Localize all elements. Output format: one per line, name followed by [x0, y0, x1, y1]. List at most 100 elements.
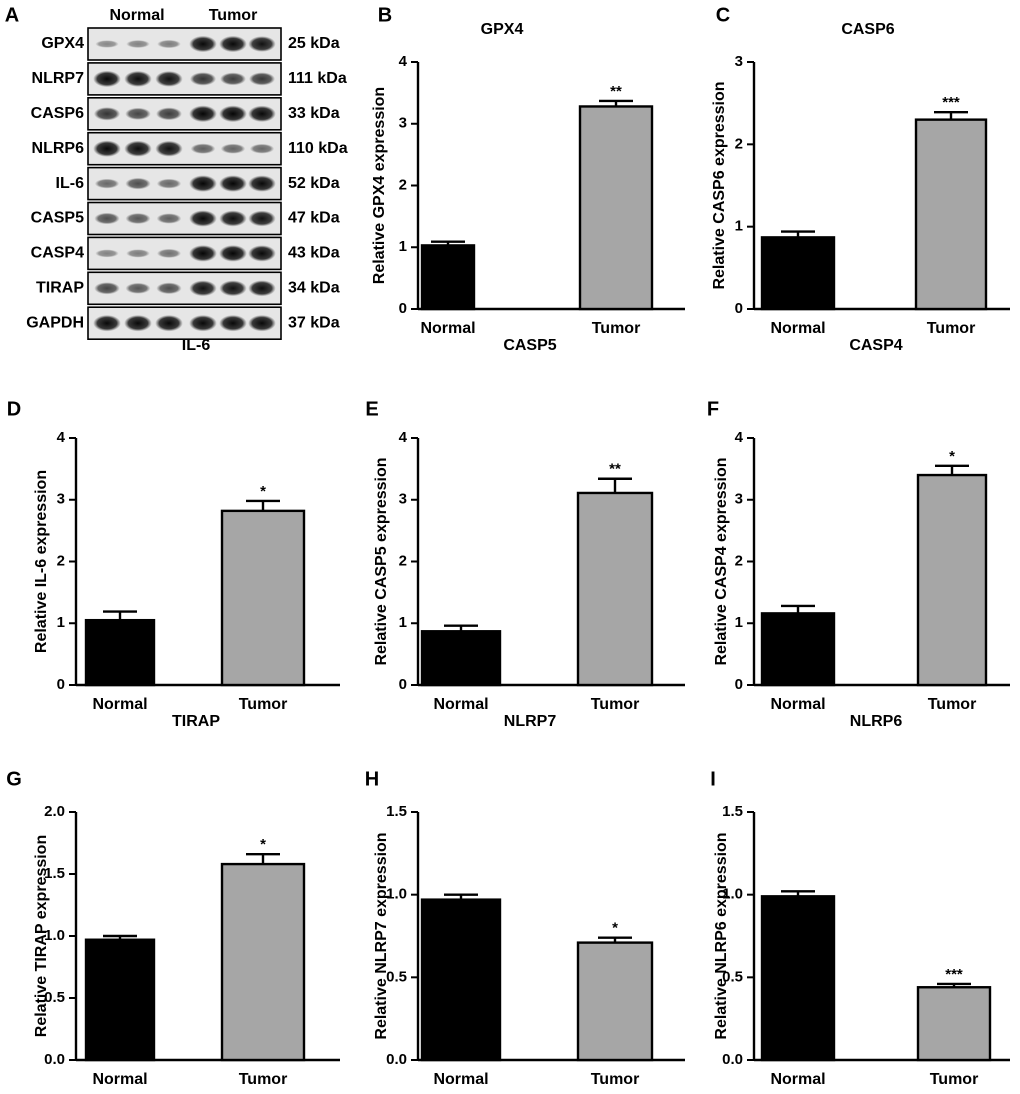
blot-band: [157, 39, 181, 49]
blot-band: [94, 178, 120, 189]
blot-row-gapdh: GAPDH 37 kDa: [26, 306, 340, 341]
band-size-label: 52 kDa: [288, 175, 340, 192]
blot-band: [190, 143, 216, 154]
y-tick-label: 2: [735, 552, 743, 569]
bar-tumor: [576, 941, 654, 1062]
protein-label: CASP4: [31, 245, 84, 262]
blot-band: [93, 140, 121, 157]
y-tick-label: 1.0: [386, 886, 407, 903]
bar-normal: [420, 898, 502, 1062]
y-axis-label: Relative CASP5 expression: [373, 457, 390, 665]
blot-band: [126, 249, 150, 258]
x-tick-label: Tumor: [591, 1071, 640, 1088]
blot-band: [219, 280, 247, 297]
blot-band: [219, 35, 247, 53]
blot-band: [248, 280, 276, 297]
blot-band: [219, 105, 247, 123]
y-axis-label: Relative CASP6 expression: [711, 81, 728, 289]
blot-band: [248, 36, 276, 52]
band-size-label: 34 kDa: [288, 280, 340, 297]
y-tick-label: 4: [57, 429, 66, 446]
panel-letter-d: D: [7, 398, 21, 420]
chart-title: CASP5: [503, 337, 556, 354]
blot-band: [156, 282, 182, 295]
y-tick-label: 1.0: [44, 927, 65, 944]
blot-band: [93, 70, 121, 88]
blot-band: [189, 175, 217, 192]
y-tick-label: 3: [399, 115, 407, 132]
protein-label: CASP6: [31, 105, 84, 122]
blot-band: [156, 107, 182, 121]
blot-row-nlrp6: NLRP6 110 kDa: [32, 131, 348, 166]
blot-band: [126, 40, 150, 48]
blot-band: [248, 175, 276, 192]
x-tick-label: Normal: [433, 696, 488, 713]
blot-band: [124, 315, 152, 332]
blot-band: [156, 178, 182, 189]
y-tick-label: 0.0: [722, 1051, 743, 1068]
bar-normal: [420, 244, 476, 311]
y-tick-label: 4: [735, 429, 744, 446]
significance-label: *: [260, 483, 266, 500]
bar-chart-casp5: E CASP5 0 1 2 3 4 Relative CASP5 expression Norm…: [365, 337, 685, 713]
bar-normal: [760, 895, 836, 1062]
blot-band: [125, 213, 151, 224]
blot-band: [125, 282, 151, 294]
band-size-label: 33 kDa: [288, 105, 340, 122]
x-tick-label: Tumor: [930, 1071, 979, 1088]
blot-row-nlrp7: NLRP7 111 kDa: [32, 62, 347, 96]
y-tick-label: 0.0: [386, 1051, 407, 1068]
bar-tumor: [576, 491, 654, 687]
bar-chart-casp6: C CASP6 0 1 2 3 Relative CASP6 expression Norma…: [711, 4, 1010, 337]
y-tick-label: 2: [399, 552, 407, 569]
panel-letter-g: G: [6, 768, 22, 790]
x-tick-label: Tumor: [928, 696, 977, 713]
band-size-label: 47 kDa: [288, 210, 340, 227]
bar-tumor: [220, 862, 306, 1062]
y-tick-label: 2: [399, 176, 407, 193]
x-tick-label: Normal: [420, 320, 475, 337]
blot-band: [249, 143, 275, 154]
y-tick-label: 3: [399, 491, 407, 508]
chart-title: NLRP7: [504, 713, 557, 730]
x-tick-label: Normal: [433, 1071, 488, 1088]
band-size-label: 25 kDa: [288, 35, 340, 52]
bar-chart-il-6: D IL-6 0 1 2 3 4 Relative IL-6 expression Normal…: [7, 337, 340, 713]
y-tick-label: 0.5: [44, 989, 65, 1006]
y-axis-label: Relative NLRP6 expression: [713, 832, 730, 1039]
blot-band: [155, 315, 183, 332]
x-tick-label: Tumor: [927, 320, 976, 337]
bar-tumor: [916, 986, 992, 1062]
panel-letter-h: H: [365, 768, 379, 790]
blot-band: [189, 210, 217, 227]
x-tick-label: Tumor: [592, 320, 641, 337]
panel-letter-c: C: [716, 4, 730, 26]
protein-label: CASP5: [31, 210, 84, 227]
bar-normal: [84, 618, 156, 687]
blot-band: [189, 35, 217, 53]
blot-band: [125, 107, 151, 120]
y-tick-label: 3: [735, 53, 743, 70]
blot-band: [219, 245, 247, 262]
panel-a-western-blot: A Normal Tumor GPX4 25 kDa NLRP7 111 kDa CASP6 3…: [5, 4, 348, 341]
y-axis-label: Relative GPX4 expression: [371, 87, 388, 284]
blot-band: [156, 248, 182, 258]
x-tick-label: Normal: [770, 320, 825, 337]
bar-normal: [84, 938, 156, 1062]
x-tick-label: Normal: [92, 696, 147, 713]
y-tick-label: 1: [735, 614, 743, 631]
protein-label: GPX4: [41, 35, 84, 52]
panel-letter-e: E: [365, 398, 378, 420]
protein-label: TIRAP: [36, 280, 84, 297]
x-tick-label: Tumor: [591, 696, 640, 713]
y-tick-label: 2.0: [44, 803, 65, 820]
chart-title: TIRAP: [172, 713, 220, 730]
blot-row-il-6: IL-6 52 kDa: [56, 166, 340, 201]
significance-label: *: [949, 448, 955, 465]
y-axis-label: Relative IL-6 expression: [33, 470, 50, 653]
y-tick-label: 0.5: [386, 968, 407, 985]
significance-label: ***: [945, 966, 963, 983]
blot-band: [189, 315, 217, 332]
bar-tumor: [914, 118, 988, 311]
chart-title: IL-6: [182, 337, 211, 354]
